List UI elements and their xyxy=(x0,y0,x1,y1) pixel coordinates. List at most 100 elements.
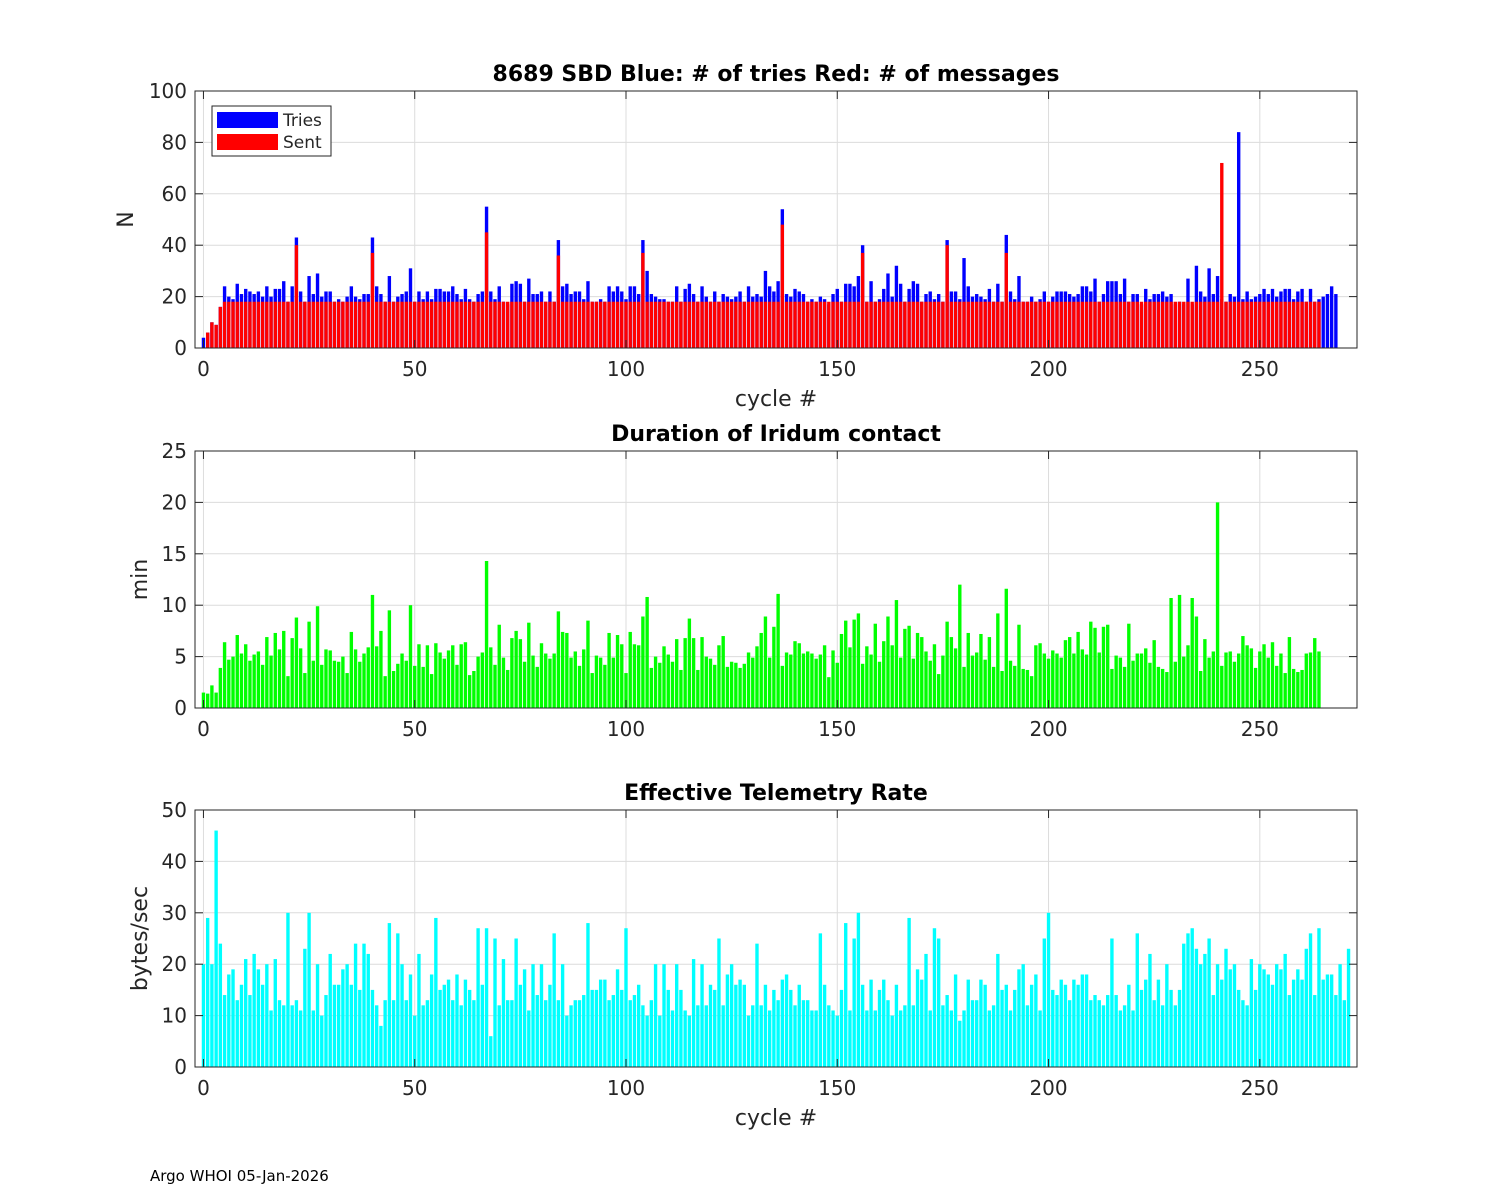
bar-sent xyxy=(442,301,446,348)
bar-sent xyxy=(1232,301,1237,348)
bar xyxy=(1160,1005,1165,1067)
bar xyxy=(1008,660,1013,708)
bar-sent xyxy=(886,301,890,348)
bar-sent xyxy=(560,301,565,348)
bar-sent xyxy=(793,301,797,348)
bar-sent xyxy=(518,301,523,348)
bar xyxy=(1089,621,1093,708)
bar-sent xyxy=(1236,301,1241,348)
bar-sent xyxy=(1013,301,1017,348)
bar-sent xyxy=(404,301,408,348)
bar xyxy=(518,984,523,1067)
bar-sent xyxy=(658,301,662,348)
bar xyxy=(387,923,392,1067)
bar-tries xyxy=(1321,296,1325,348)
bar xyxy=(1236,653,1241,708)
bar-sent xyxy=(387,301,392,348)
bar xyxy=(434,917,438,1067)
bar xyxy=(370,594,375,708)
bar-sent xyxy=(1317,301,1321,348)
y-tick-label: 10 xyxy=(162,593,187,617)
bar-sent xyxy=(1131,301,1135,348)
bar xyxy=(1249,648,1254,708)
bar xyxy=(839,633,844,708)
bar xyxy=(1038,1010,1042,1067)
bar xyxy=(539,643,544,708)
bar xyxy=(463,642,468,708)
bar xyxy=(336,661,341,708)
bar-sent xyxy=(924,301,928,348)
bar xyxy=(915,632,920,708)
bar xyxy=(970,1000,975,1067)
bar-sent xyxy=(991,301,996,348)
bar xyxy=(877,989,882,1067)
bar-sent xyxy=(282,301,286,348)
bar xyxy=(484,928,489,1067)
bar-sent xyxy=(311,301,316,348)
bar-sent xyxy=(1270,301,1275,348)
y-axis-label: bytes/sec xyxy=(128,886,153,991)
bar xyxy=(700,637,704,708)
bar xyxy=(353,649,358,708)
bar xyxy=(286,912,290,1067)
bar-sent xyxy=(848,301,852,348)
footer-text: Argo WHOI 05-Jan-2026 xyxy=(150,1167,329,1185)
bar-sent xyxy=(531,301,535,348)
bar xyxy=(958,1020,962,1067)
bar-sent xyxy=(1190,301,1194,348)
bar-sent xyxy=(303,301,307,348)
bar xyxy=(983,984,987,1067)
bar xyxy=(214,692,218,708)
y-tick-label: 60 xyxy=(162,182,187,206)
bar xyxy=(1118,1010,1123,1067)
bar-sent xyxy=(391,301,396,348)
bar xyxy=(1182,656,1186,708)
bar-sent xyxy=(1067,301,1072,348)
bar xyxy=(924,953,928,1067)
bar-sent xyxy=(1241,301,1245,348)
bar xyxy=(455,664,459,708)
bar xyxy=(844,620,848,708)
bar-sent xyxy=(256,301,261,348)
bar xyxy=(1029,984,1034,1067)
bar xyxy=(518,639,523,708)
bar-sent xyxy=(797,301,801,348)
bar xyxy=(751,657,755,708)
bar xyxy=(404,660,408,708)
bar-sent xyxy=(763,301,768,348)
bar xyxy=(1270,984,1275,1067)
bar xyxy=(349,631,354,708)
bar-sent xyxy=(835,301,839,348)
bar xyxy=(1038,643,1042,708)
bar-sent xyxy=(751,301,755,348)
y-tick-label: 0 xyxy=(174,696,187,720)
y-tick-label: 40 xyxy=(162,233,187,257)
bar xyxy=(1253,667,1258,708)
bar xyxy=(1182,943,1186,1067)
bar-sent xyxy=(903,301,907,348)
x-tick-label: 50 xyxy=(402,717,427,741)
bar xyxy=(806,651,810,708)
bar-sent xyxy=(1004,252,1008,348)
bar xyxy=(1160,668,1165,708)
bar-sent xyxy=(417,301,421,348)
bar xyxy=(738,667,742,708)
bar xyxy=(366,647,370,708)
bar xyxy=(873,623,877,708)
bar xyxy=(1296,969,1300,1067)
bar xyxy=(1152,640,1156,708)
bar xyxy=(679,989,683,1067)
bar xyxy=(425,645,430,708)
bar xyxy=(1198,964,1203,1067)
bar xyxy=(413,1015,417,1067)
bar xyxy=(945,621,949,708)
bar xyxy=(328,953,332,1067)
bar xyxy=(852,619,856,708)
bar xyxy=(379,630,383,708)
bar xyxy=(1245,1005,1249,1067)
bar-sent xyxy=(294,245,299,348)
bar xyxy=(1220,665,1224,708)
bar-sent xyxy=(624,301,628,348)
bar xyxy=(1034,645,1038,708)
bar xyxy=(915,969,920,1067)
